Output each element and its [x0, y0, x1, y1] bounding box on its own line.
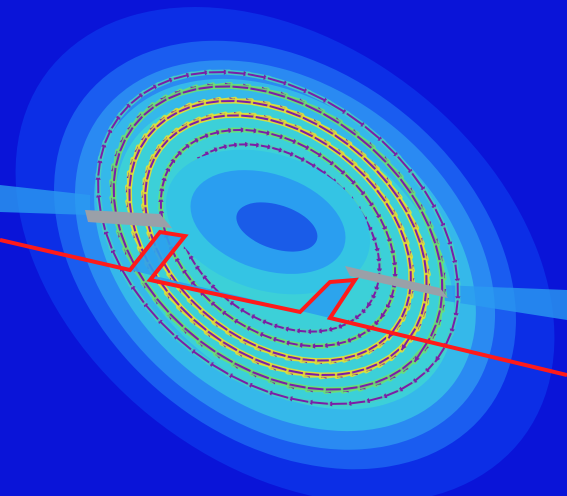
arrow-head [435, 356, 441, 362]
arrow-head [366, 301, 372, 308]
arrow-head [414, 356, 420, 362]
plate [130, 232, 355, 318]
core-hole [236, 202, 318, 252]
arrow-head [380, 312, 386, 319]
gray-strip-left [85, 210, 172, 228]
conductor-outline [0, 229, 567, 377]
field-leak-left [0, 185, 90, 215]
gray-strip-right [345, 266, 448, 298]
field-leak-right [440, 285, 567, 320]
arrow-head [401, 344, 407, 351]
core [165, 149, 371, 295]
